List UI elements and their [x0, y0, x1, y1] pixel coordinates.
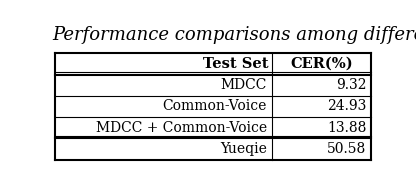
- Text: Test Set: Test Set: [203, 57, 268, 71]
- Text: 9.32: 9.32: [336, 78, 366, 92]
- Text: 50.58: 50.58: [327, 142, 366, 156]
- Text: Yueqie: Yueqie: [220, 142, 267, 156]
- Text: 13.88: 13.88: [327, 121, 366, 135]
- Text: Common-Voice: Common-Voice: [162, 99, 267, 113]
- Text: CER(%): CER(%): [290, 57, 353, 71]
- Text: Performance comparisons among differen: Performance comparisons among differen: [52, 26, 416, 44]
- Text: MDCC + Common-Voice: MDCC + Common-Voice: [96, 121, 267, 135]
- Text: 24.93: 24.93: [327, 99, 366, 113]
- Text: MDCC: MDCC: [220, 78, 267, 92]
